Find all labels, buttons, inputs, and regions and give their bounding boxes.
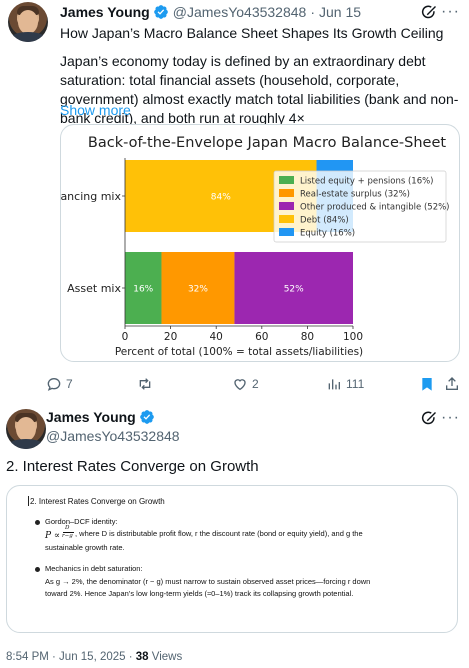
like-button[interactable]: 2: [232, 376, 259, 392]
avatar[interactable]: [6, 409, 46, 449]
like-icon: [232, 376, 248, 392]
repost-button[interactable]: [137, 376, 157, 392]
repost-icon: [137, 376, 153, 392]
avatar-shirt: [8, 439, 44, 449]
author-handle[interactable]: @JamesYo43532848: [173, 4, 307, 20]
data-label: 32%: [188, 285, 208, 295]
avatar-shirt: [10, 32, 46, 42]
like-count: 2: [252, 377, 259, 391]
tweet2-author-row: James Young: [46, 409, 159, 425]
legend-swatch: [279, 202, 294, 210]
legend-swatch: [279, 176, 294, 184]
views-count: 111: [346, 377, 364, 391]
x-tick-label: 40: [210, 331, 223, 343]
views-count: 38: [136, 651, 149, 663]
tweet-date[interactable]: Jun 15: [319, 4, 361, 20]
data-label: 52%: [284, 285, 304, 295]
tweet-title: How Japan’s Macro Balance Sheet Shapes I…: [60, 24, 460, 42]
views-button[interactable]: 111: [326, 376, 364, 392]
y-tick-label: Financing mix: [61, 190, 121, 203]
balance-sheet-chart: Back-of-the-Envelope Japan Macro Balance…: [61, 125, 460, 362]
legend-swatch: [279, 228, 294, 236]
tweet-header: James Young @JamesYo43532848 · Jun 15: [60, 4, 361, 20]
reply-count: 7: [66, 377, 73, 391]
legend-swatch: [279, 189, 294, 197]
meta-separator: ·: [310, 4, 315, 20]
x-axis-label: Percent of total (100% = total assets/li…: [115, 346, 363, 358]
share-icon: [444, 376, 460, 392]
doc-formula-num: D: [65, 525, 69, 531]
bookmark-button[interactable]: [419, 376, 439, 392]
doc-bullet2-line1: As g → 2%, the denominator (r − g) must …: [45, 577, 370, 587]
x-tick-label: 80: [301, 331, 314, 343]
legend-swatch: [279, 215, 294, 223]
bullet: [35, 520, 40, 525]
reply-button[interactable]: 7: [46, 376, 73, 392]
share-button[interactable]: [444, 376, 464, 392]
reply-icon: [46, 376, 62, 392]
verified-badge-icon: [153, 4, 169, 20]
data-label: 84%: [211, 193, 231, 203]
legend-entry: Listed equity + pensions (16%): [300, 177, 434, 187]
doc-bullet1-rest: , where D is distributable profit flow, …: [75, 529, 363, 539]
more-icon[interactable]: ···: [441, 5, 460, 19]
bookmark-icon: [419, 376, 435, 392]
avatar-face: [18, 10, 38, 34]
doc-formula-lhs: P ∝: [45, 531, 60, 541]
grok-icon[interactable]: [420, 409, 438, 427]
doc-heading: 2. Interest Rates Converge on Growth: [30, 497, 165, 506]
x-tick-label: 20: [164, 331, 177, 343]
avatar[interactable]: [8, 2, 48, 42]
y-tick-label: Asset mix: [67, 282, 121, 295]
tweet-text: 2. Interest Rates Converge on Growth: [6, 457, 259, 477]
x-tick-label: 60: [255, 331, 268, 343]
chart-image-card[interactable]: Back-of-the-Envelope Japan Macro Balance…: [60, 124, 460, 362]
author-handle[interactable]: @JamesYo43532848: [46, 428, 180, 444]
verified-badge-icon: [139, 409, 155, 425]
more-icon[interactable]: ···: [441, 411, 460, 425]
tweet-actions: 7 2 111: [0, 376, 469, 392]
legend-entry: Real-estate surplus (32%): [300, 190, 410, 200]
doc-formula-den: r−g: [62, 533, 73, 539]
views-label: Views: [149, 651, 183, 663]
views-icon: [326, 376, 342, 392]
data-label: 16%: [133, 285, 153, 295]
chart-title: Back-of-the-Envelope Japan Macro Balance…: [88, 135, 446, 151]
show-more-link[interactable]: Show more: [60, 102, 131, 118]
grok-icon[interactable]: [420, 3, 438, 21]
legend-entry: Other produced & intangible (52%): [300, 203, 450, 213]
legend-entry: Debt (84%): [300, 216, 349, 226]
doc-bullet1-cont: sustainable growth rate.: [45, 543, 125, 553]
legend-entry: Equity (16%): [300, 229, 355, 239]
x-tick-label: 100: [343, 331, 363, 343]
bullet: [35, 567, 40, 572]
tweet-footer: 8:54 PM · Jun 15, 2025 · 38 Views: [6, 651, 182, 663]
doc-bullet2-label: Mechanics in debt saturation:: [45, 564, 143, 574]
avatar-face: [16, 417, 36, 441]
doc-bullet2-line2: toward 2%. Hence Japan’s low long-term y…: [45, 589, 353, 599]
document-image-card[interactable]: 2. Interest Rates Converge on Growth Gor…: [6, 485, 458, 633]
author-name[interactable]: James Young: [60, 4, 150, 20]
tweet-timestamp[interactable]: 8:54 PM · Jun 15, 2025 ·: [6, 651, 136, 663]
doc-bullet1-label: Gordon–DCF identity:: [45, 517, 118, 527]
author-name[interactable]: James Young: [46, 409, 136, 425]
x-tick-label: 0: [122, 331, 129, 343]
